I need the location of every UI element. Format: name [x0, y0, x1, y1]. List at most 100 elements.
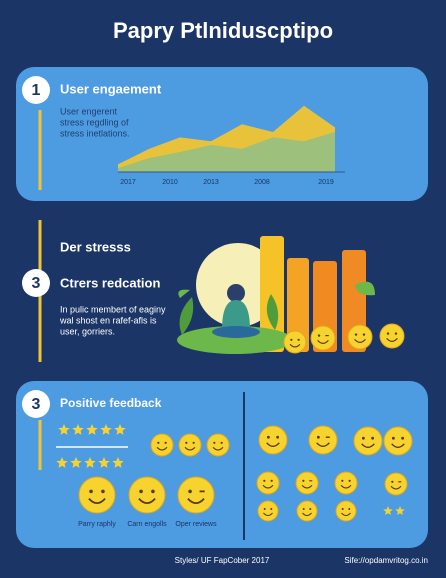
emoji-eye: [192, 441, 195, 444]
star: [383, 506, 393, 515]
emoji: [308, 425, 338, 455]
emoji-mouth: [340, 484, 352, 489]
emoji-eye: [297, 338, 300, 341]
emoji-eye: [316, 435, 320, 439]
emoji-eye: [263, 479, 266, 482]
star: [56, 457, 68, 468]
emoji-eye: [341, 508, 344, 510]
emoji: [178, 433, 202, 457]
number-badge: [22, 390, 50, 418]
emoji-eye: [348, 508, 351, 510]
person-body: [222, 300, 250, 330]
footer-right: Sife://opdamvritog.co.in: [344, 556, 428, 565]
emoji: [379, 323, 405, 349]
emoji-mouth: [301, 484, 313, 489]
emoji: [335, 500, 357, 522]
emoji: [128, 476, 166, 514]
emoji-mouth: [138, 497, 156, 504]
emoji: [256, 471, 280, 495]
emoji-mouth: [266, 442, 280, 447]
emoji-eye: [317, 334, 321, 337]
emoji-eye: [188, 489, 192, 494]
star: [114, 424, 126, 435]
emoji: [383, 426, 413, 456]
emoji: [310, 325, 336, 351]
star: [58, 424, 70, 435]
section-text: stress regdling of: [60, 117, 129, 127]
emoji-eye: [101, 489, 105, 494]
star: [72, 424, 84, 435]
emoji: [295, 471, 319, 495]
emoji-mouth: [184, 446, 196, 451]
emoji-eye: [309, 508, 312, 510]
emoji-eye: [89, 489, 93, 494]
emoji-eye: [371, 436, 375, 440]
star: [112, 457, 124, 468]
emoji-eye: [348, 479, 351, 482]
x-tick-label: 2019: [318, 179, 334, 186]
emoji-mouth: [263, 512, 273, 516]
emoji-eye: [270, 479, 273, 482]
emoji-mouth: [187, 497, 205, 504]
emoji-eye: [302, 508, 305, 510]
section-number: 1: [32, 82, 41, 99]
emoji-eye: [302, 479, 305, 482]
emoji-eye: [386, 332, 390, 335]
number-badge: [22, 269, 50, 297]
emoji-mouth: [391, 443, 405, 448]
section-text: User engerent: [60, 106, 118, 116]
section-number: 3: [32, 275, 41, 292]
emoji-eye: [354, 333, 358, 336]
panel: [16, 381, 428, 548]
section-number: 3: [32, 396, 41, 413]
x-tick-label: 2008: [254, 179, 270, 186]
section-text: stress inetlations.: [60, 128, 130, 138]
emoji: [334, 471, 358, 495]
emoji-eye: [151, 489, 155, 494]
emoji-mouth: [156, 446, 168, 451]
grass: [177, 326, 293, 354]
emoji: [347, 324, 373, 350]
emoji-mouth: [386, 337, 398, 342]
emoji: [384, 472, 408, 496]
area: [118, 131, 335, 172]
emoji-eye: [263, 508, 266, 510]
star: [86, 424, 98, 435]
emoji-mouth: [88, 497, 106, 504]
x-tick-label: 2010: [162, 179, 178, 186]
emoji-mouth: [316, 442, 330, 447]
area-chart: 2017 2010 2013 2008 2019: [118, 105, 345, 186]
emoji-mouth: [354, 338, 366, 343]
emoji-eye: [290, 338, 293, 341]
x-tick-label: 2017: [120, 179, 136, 186]
emoji-mouth: [289, 343, 301, 348]
emoji: [206, 433, 230, 457]
emoji-mouth: [302, 512, 312, 516]
face-label: Oper reviews: [175, 521, 217, 528]
star: [395, 506, 405, 515]
emoji: [257, 500, 279, 522]
star: [100, 424, 112, 435]
emoji-eye: [341, 479, 344, 482]
person-legs: [212, 326, 260, 338]
face-label: Carn engolls: [127, 521, 167, 528]
emoji-eye: [401, 436, 405, 440]
emoji: [177, 476, 215, 514]
section-heading: Positive feedback: [60, 396, 162, 410]
emoji: [78, 476, 116, 514]
emoji-eye: [391, 436, 395, 440]
emoji-eye: [213, 441, 216, 444]
emoji-group: [56, 424, 413, 522]
emoji-group: [283, 323, 405, 354]
emoji-eye: [185, 441, 188, 444]
bar-decor: [287, 258, 309, 352]
section-text: user, gorriers.: [60, 326, 115, 336]
emoji: [150, 433, 174, 457]
emoji: [258, 425, 288, 455]
emoji-eye: [276, 435, 280, 439]
emoji-mouth: [390, 485, 402, 490]
emoji-eye: [157, 441, 160, 444]
face-label: Parry raphly: [78, 521, 116, 528]
emoji-eye: [266, 435, 270, 439]
emoji-mouth: [361, 443, 375, 448]
